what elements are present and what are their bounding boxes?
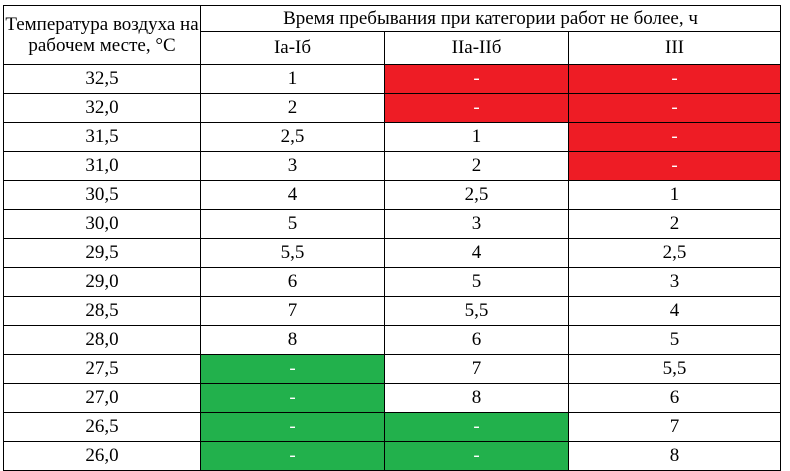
time-cell: 5 [384,267,569,297]
time-cell: 4 [568,296,781,326]
temperature-cell: 31,5 [3,122,201,152]
time-cell: 7 [384,354,569,384]
table-row: 27,5-7 5,5 [3,354,781,384]
time-cell: - [568,93,781,123]
time-cell: 6 [200,267,385,297]
time-cell: - [200,383,385,413]
temperature-cell: 26,0 [3,441,201,471]
temperature-cell: 30,0 [3,209,201,239]
time-cell: 8 [568,441,781,471]
time-cell: - [568,151,781,181]
table-row: 27,0-8 6 [3,383,781,413]
temperature-cell: 26,5 [3,412,201,442]
time-cell: 2,5 [200,122,385,152]
time-cell: 2 [384,151,569,181]
time-cell: - [568,122,781,152]
table-row: 31,0 3 2- [3,151,781,181]
temperature-cell: 32,5 [3,64,201,94]
time-cell: - [384,441,569,471]
temperature-cell: 30,5 [3,180,201,210]
table-row: 29,5 5,5 4 2,5 [3,238,781,268]
temperature-cell: 28,0 [3,325,201,355]
time-cell: 1 [384,122,569,152]
table-body: 32,5 1- -32,0 2- -31,5 2,5 1-31,0 3 2-30,5 4 2,5 1 3… [3,64,781,471]
temperature-cell: 28,5 [3,296,201,326]
time-cell: - [568,64,781,94]
time-cell: 2 [568,209,781,239]
temperature-cell: 27,0 [3,383,201,413]
time-cell: 3 [200,151,385,181]
table-row: 30,0 5 3 2 [3,209,781,239]
table-row: 28,5 7 5,5 4 [3,296,781,326]
time-cell: 4 [384,238,569,268]
time-cell: 3 [568,267,781,297]
time-cell: 5 [200,209,385,239]
table-row: 26,0- -8 [3,441,781,471]
time-cell: - [200,441,385,471]
time-cell: 3 [384,209,569,239]
work-time-table: Температура воздуха на рабочем месте, °С… [3,5,781,471]
time-cell: 2 [200,93,385,123]
time-cell: - [200,412,385,442]
time-cell: 7 [200,296,385,326]
time-cell: 7 [568,412,781,442]
table-row: 26,5- -7 [3,412,781,442]
table-row: 28,0 8 6 5 [3,325,781,355]
time-cell: - [200,354,385,384]
temperature-cell: 29,5 [3,238,201,268]
temperature-cell: 31,0 [3,151,201,181]
time-cell: 4 [200,180,385,210]
time-cell: 6 [568,383,781,413]
table-row: 29,0 6 5 3 [3,267,781,297]
time-cell: 1 [568,180,781,210]
table-row: 31,5 2,5 1- [3,122,781,152]
time-cell: 8 [200,325,385,355]
table-row: 32,5 1- - [3,64,781,94]
table-row: 32,0 2- - [3,93,781,123]
header-time-group: Время пребывания при категории работ не … [200,5,781,32]
header-category-1: Iа-Iб [200,31,385,65]
time-cell: 1 [200,64,385,94]
time-cell: 5 [568,325,781,355]
time-cell: - [384,93,569,123]
table-row: 30,5 4 2,5 1 [3,180,781,210]
time-cell: 5,5 [384,296,569,326]
temperature-cell: 29,0 [3,267,201,297]
time-cell: - [384,64,569,94]
temperature-cell: 32,0 [3,93,201,123]
time-cell: 8 [384,383,569,413]
time-cell: 5,5 [200,238,385,268]
header-category-2: IIа-IIб [384,31,569,65]
time-cell: 6 [384,325,569,355]
time-cell: 2,5 [568,238,781,268]
header-category-3: III [568,31,781,65]
temperature-cell: 27,5 [3,354,201,384]
time-cell: 2,5 [384,180,569,210]
time-cell: - [384,412,569,442]
table-container: Температура воздуха на рабочем месте, °С… [3,5,781,471]
header-temperature: Температура воздуха на рабочем месте, °С [3,5,201,65]
time-cell: 5,5 [568,354,781,384]
